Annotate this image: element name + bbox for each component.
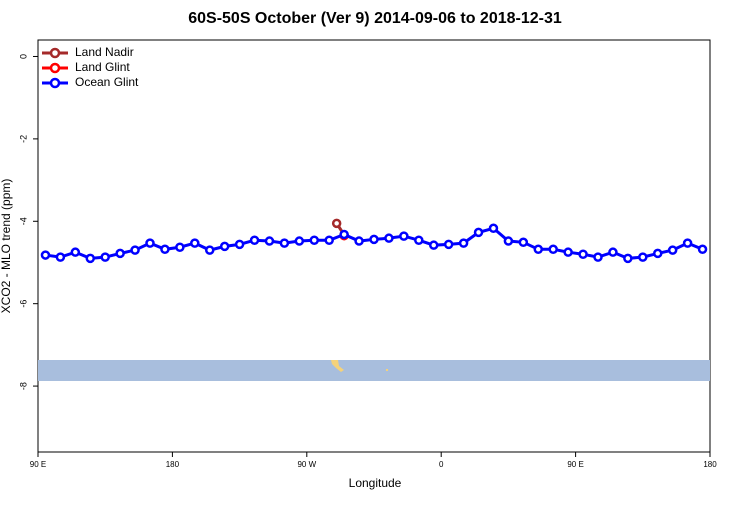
series-point [219, 241, 230, 252]
series-point [533, 244, 544, 255]
y-axis-label: XCO2 - MLO trend (ppm) [0, 179, 13, 314]
series-point [309, 235, 320, 245]
chart-title: 60S-50S October (Ver 9) 2014-09-06 to 20… [188, 10, 562, 27]
series-point [40, 250, 51, 260]
series-point [518, 237, 529, 248]
legend-label: Land Nadir [75, 45, 134, 59]
series-point [682, 238, 693, 248]
y-tick-label: -8 [18, 382, 28, 390]
series-point [652, 248, 663, 259]
legend-marker [49, 47, 61, 59]
series-point [249, 235, 260, 245]
series-point [160, 244, 170, 255]
series-point [55, 252, 66, 262]
series-point [697, 244, 708, 255]
y-tick-label: -2 [18, 135, 28, 143]
series-point [667, 245, 678, 255]
series-point [204, 245, 215, 255]
series-point [399, 231, 409, 241]
x-tick-label: 90 W [297, 460, 316, 469]
series-point [443, 239, 454, 250]
series-point [85, 253, 96, 264]
series-point [331, 218, 342, 229]
series-point [563, 247, 573, 257]
plot-frame [37, 39, 711, 453]
legend-marker [49, 62, 61, 74]
series-point [175, 242, 185, 252]
series-point [503, 236, 514, 246]
series-point [488, 223, 499, 234]
y-tick-label: -6 [18, 300, 28, 308]
map-strip [38, 360, 710, 381]
x-axis-label: Longitude [349, 476, 402, 490]
series-point [264, 236, 275, 246]
series-point [354, 236, 364, 246]
x-tick-label: 180 [703, 460, 717, 469]
series-point [428, 240, 439, 250]
land-shape [386, 369, 388, 371]
legend-label: Land Glint [75, 60, 130, 74]
series-point [324, 235, 334, 245]
x-tick-label: 90 E [30, 460, 46, 469]
y-tick-label: -4 [18, 217, 28, 225]
series-point [294, 236, 305, 246]
series-point [548, 244, 558, 255]
series-point [638, 252, 648, 262]
land-shape [331, 360, 344, 372]
legend-marker [49, 77, 61, 89]
series-point [578, 249, 588, 259]
x-tick-label: 0 [439, 460, 444, 469]
series-point [369, 234, 379, 245]
series-point [339, 229, 349, 240]
series-point [623, 253, 633, 264]
series-point [100, 252, 110, 262]
series-point [145, 238, 155, 248]
legend-label: Ocean Glint [75, 75, 139, 89]
series-point [190, 238, 200, 248]
y-tick-label: 0 [18, 54, 28, 59]
series-point [279, 238, 290, 248]
series-point [234, 239, 245, 250]
x-tick-label: 180 [166, 460, 180, 469]
x-tick-label: 90 E [567, 460, 583, 469]
series-point [473, 227, 484, 238]
series-point [384, 233, 394, 243]
series-point [593, 252, 603, 262]
series-point [458, 238, 469, 248]
series-point [414, 235, 424, 245]
series-point [608, 247, 618, 257]
series-point [115, 248, 125, 259]
series-point [130, 245, 140, 255]
series-point [70, 247, 81, 257]
